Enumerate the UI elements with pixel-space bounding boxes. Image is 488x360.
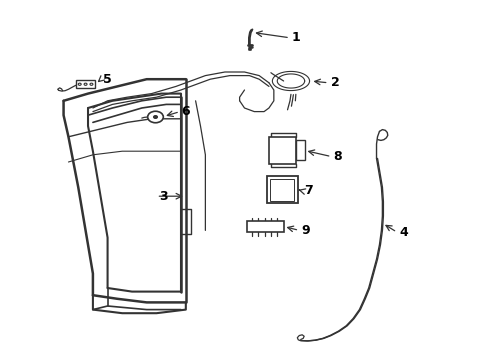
Bar: [76, 80, 95, 88]
Text: 3: 3: [159, 190, 168, 203]
Text: 1: 1: [291, 31, 300, 44]
Text: 7: 7: [303, 184, 312, 197]
Text: 4: 4: [398, 226, 407, 239]
Text: 6: 6: [181, 105, 190, 118]
Bar: [246, 221, 283, 232]
Bar: [268, 137, 295, 164]
Text: 5: 5: [103, 73, 112, 86]
Bar: [295, 140, 304, 160]
Circle shape: [90, 83, 93, 85]
Circle shape: [147, 111, 163, 123]
Bar: [266, 176, 298, 203]
Circle shape: [153, 116, 157, 118]
Circle shape: [78, 83, 81, 85]
Text: 2: 2: [330, 76, 339, 89]
Circle shape: [84, 83, 87, 85]
Text: 8: 8: [332, 150, 341, 163]
Text: 9: 9: [301, 224, 309, 237]
Bar: [269, 179, 294, 201]
